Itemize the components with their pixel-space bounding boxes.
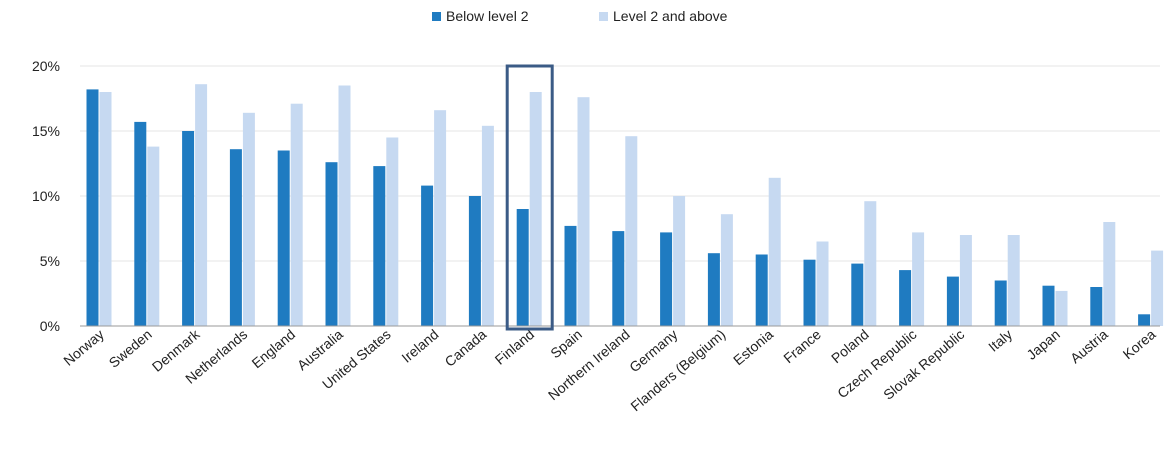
bar-below-level-2-australia: [325, 162, 338, 326]
bar-below-level-2-estonia: [755, 254, 768, 326]
bar-level-2-and-above-sweden: [147, 146, 160, 326]
x-tick-label-france: France: [780, 326, 824, 366]
bar-below-level-2-northern-ireland: [612, 231, 625, 326]
bar-below-level-2-united-states: [373, 166, 386, 326]
bar-level-2-and-above-finland: [529, 92, 542, 326]
x-tick-label-ireland: Ireland: [398, 326, 441, 366]
bar-below-level-2-ireland: [421, 185, 434, 326]
bar-below-level-2-denmark: [182, 131, 195, 326]
legend-swatch-level-2-and-above: [599, 12, 608, 21]
bars-layer: [86, 84, 1164, 327]
legend-label-below-level-2: Below level 2: [446, 8, 529, 24]
bar-below-level-2-france: [803, 259, 816, 326]
bar-level-2-and-above-ireland: [434, 110, 447, 326]
bar-below-level-2-netherlands: [229, 149, 242, 326]
y-tick-label: 0%: [40, 318, 60, 334]
bar-level-2-and-above-denmark: [195, 84, 208, 326]
bar-level-2-and-above-slovak-republic: [959, 235, 972, 326]
bar-below-level-2-austria: [1090, 287, 1103, 326]
x-tick-label-slovak-republic: Slovak Republic: [880, 326, 967, 403]
bar-level-2-and-above-japan: [1055, 290, 1068, 326]
x-tick-label-italy: Italy: [985, 326, 1015, 355]
y-tick-label: 15%: [32, 123, 60, 139]
bar-below-level-2-spain: [564, 225, 577, 326]
bar-below-level-2-japan: [1042, 285, 1055, 326]
bar-level-2-and-above-germany: [673, 196, 686, 326]
x-tick-label-poland: Poland: [828, 326, 872, 366]
bar-below-level-2-canada: [468, 196, 481, 326]
bar-below-level-2-slovak-republic: [946, 276, 959, 326]
bar-level-2-and-above-italy: [1007, 235, 1020, 326]
bar-level-2-and-above-australia: [338, 85, 351, 326]
bar-level-2-and-above-austria: [1103, 222, 1116, 326]
bar-level-2-and-above-england: [290, 103, 303, 326]
legend-swatch-below-level-2: [432, 12, 441, 21]
x-tick-label-estonia: Estonia: [730, 326, 776, 368]
bar-level-2-and-above-united-states: [386, 137, 399, 326]
bar-level-2-and-above-netherlands: [242, 112, 255, 326]
bar-level-2-and-above-flanders-belgium: [720, 214, 733, 326]
x-tick-label-finland: Finland: [492, 326, 537, 368]
y-tick-label: 20%: [32, 58, 60, 74]
x-tick-label-northern-ireland: Northern Ireland: [545, 326, 633, 403]
bar-below-level-2-italy: [994, 280, 1007, 326]
bar-below-level-2-england: [277, 150, 290, 326]
bar-below-level-2-korea: [1138, 314, 1151, 326]
bar-below-level-2-finland: [516, 209, 529, 326]
y-tick-label: 10%: [32, 188, 60, 204]
bar-level-2-and-above-france: [816, 241, 829, 326]
bar-level-2-and-above-estonia: [768, 177, 781, 326]
y-tick-label: 5%: [40, 253, 60, 269]
bar-level-2-and-above-korea: [1151, 250, 1164, 326]
x-tick-label-austria: Austria: [1067, 326, 1111, 366]
bar-below-level-2-germany: [660, 232, 673, 326]
bar-level-2-and-above-spain: [577, 97, 590, 326]
highlight-box-finland: [505, 64, 554, 331]
bar-below-level-2-poland: [851, 263, 864, 326]
x-tick-label-england: England: [248, 326, 298, 371]
bar-below-level-2-flanders-belgium: [707, 253, 720, 326]
x-tick-label-canada: Canada: [441, 326, 489, 370]
bar-level-2-and-above-czech-republic: [912, 232, 925, 326]
x-tick-label-sweden: Sweden: [106, 326, 155, 371]
x-tick-label-korea: Korea: [1120, 326, 1159, 362]
x-tick-label-norway: Norway: [60, 326, 107, 369]
bar-level-2-and-above-northern-ireland: [625, 136, 638, 326]
bar-below-level-2-sweden: [134, 121, 147, 327]
bar-level-2-and-above-norway: [99, 92, 112, 326]
x-tick-label-spain: Spain: [547, 326, 585, 361]
legend: Below level 2 Level 2 and above: [432, 8, 728, 24]
bar-below-level-2-czech-republic: [899, 270, 912, 326]
x-tick-label-japan: Japan: [1023, 326, 1063, 363]
bar-level-2-and-above-canada: [481, 125, 494, 326]
legend-label-level-2-and-above: Level 2 and above: [613, 8, 728, 24]
bar-level-2-and-above-poland: [864, 201, 877, 326]
bar-below-level-2-norway: [86, 89, 99, 327]
highlight-layer: [505, 64, 554, 331]
